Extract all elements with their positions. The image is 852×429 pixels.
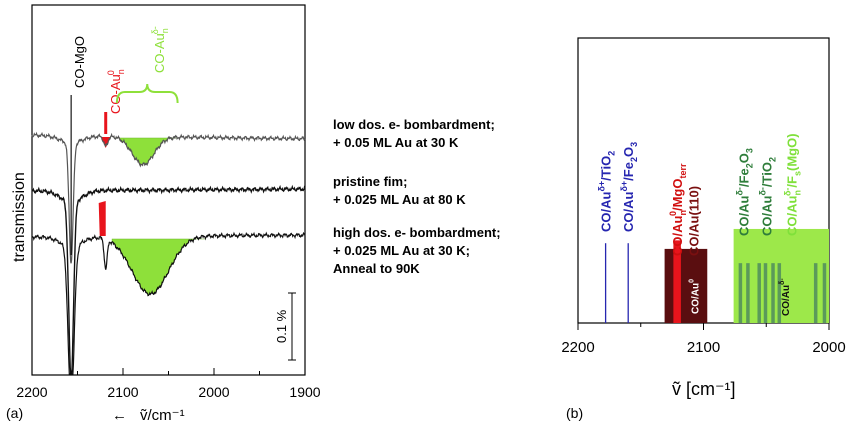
band-bar — [664, 248, 708, 323]
panel-b-x-tick-label: 2000 — [812, 339, 845, 356]
band-stripe — [746, 263, 750, 323]
panel-b-x-tick-labels: 2200 2100 2000 — [561, 339, 845, 356]
band-stripe — [738, 263, 743, 323]
band-bar — [673, 240, 681, 323]
band-label: CO/Auδ+/TiO2 — [597, 151, 617, 232]
scale-bar-label: 0.1 % — [274, 309, 289, 343]
panel-a-spectra — [31, 131, 306, 375]
bar-label: CO/Auδ- — [779, 278, 792, 316]
marker-label-co-au0: CO-Aun0 — [106, 69, 126, 114]
panel-a-x-tick-label: 2100 — [107, 384, 138, 400]
band-stripe — [771, 263, 775, 323]
x-axis-label: ṽ/cm⁻¹ — [140, 407, 185, 424]
au0-band-fill — [98, 201, 106, 236]
panel-a-marker-lines — [70, 95, 108, 255]
au0-band-fill — [100, 137, 111, 148]
bar-label: CO/Au0 — [689, 279, 702, 314]
marker-label-co-au-delta: CO-Aunδ- — [150, 26, 170, 73]
panel-a-x-tick-label: 2000 — [198, 384, 229, 400]
panel-a-x-tick-label: 2200 — [16, 384, 47, 400]
band-stripe — [757, 263, 761, 323]
annotation-low-dose: low dos. e- bombardment; + 0.05 ML Au at… — [333, 117, 498, 150]
panel-b-x-tick-label: 2200 — [561, 339, 594, 356]
spectrum-line — [31, 131, 306, 264]
panel-b-bar-labels: CO/Au0 CO/Auδ- — [689, 278, 792, 316]
panel-b-x-ticks — [577, 323, 830, 330]
band-label: CO/Auδ-/TiO2 — [757, 157, 777, 236]
band-stripe — [822, 263, 827, 323]
panel-a-x-tick-labels: 2200 2100 2000 1900 — [16, 384, 320, 400]
annotation-pristine: pristine fim; + 0.025 ML Au at 80 K — [333, 174, 466, 207]
band-label: CO/Au(110) — [686, 186, 701, 256]
band-stripe — [763, 263, 768, 323]
spectrum-line — [31, 184, 306, 375]
y-axis-label: transmission — [11, 172, 28, 262]
annotation-high-dose: high dos. e- bombardment; + 0.025 ML Au … — [333, 225, 504, 276]
panel-b-x-tick-label: 2100 — [687, 339, 720, 356]
spectrum-line — [31, 231, 306, 375]
band-stripe — [813, 263, 818, 323]
band-label: CO/Auδ-/Fe2O3 — [735, 148, 755, 236]
x-axis-arrow: ← — [112, 407, 127, 424]
panel-a: 2200 2100 2000 1900 CO-MgO CO-Aun0 CO-Aunδ-… — [6, 4, 321, 424]
panel-label-a: (a) — [6, 405, 23, 421]
panel-a-x-ticks — [31, 368, 306, 375]
band-label: CO/Aunδ-/Fs(MgO) — [782, 133, 802, 236]
panel-b-x-axis-label: ṽ [cm⁻¹] — [672, 379, 736, 399]
band-stripe — [777, 263, 782, 323]
band-label: CO/Aun0/MgOterr — [668, 163, 688, 256]
delta-brace — [115, 83, 179, 104]
panel-b: 2200 2100 2000 CO/Auδ+/TiO2CO/Auδ+/Fe2O3CO… — [561, 37, 846, 421]
series-annotations: low dos. e- bombardment; + 0.05 ML Au at… — [333, 117, 504, 276]
marker-label-co-mgo: CO-MgO — [72, 36, 87, 88]
panel-a-band-fills — [98, 137, 205, 297]
band-label: CO/Auδ+/Fe2O3 — [619, 142, 639, 232]
panel-b-bands — [604, 228, 829, 323]
panel-label-b: (b) — [566, 405, 583, 421]
panel-a-x-tick-label: 1900 — [289, 384, 320, 400]
